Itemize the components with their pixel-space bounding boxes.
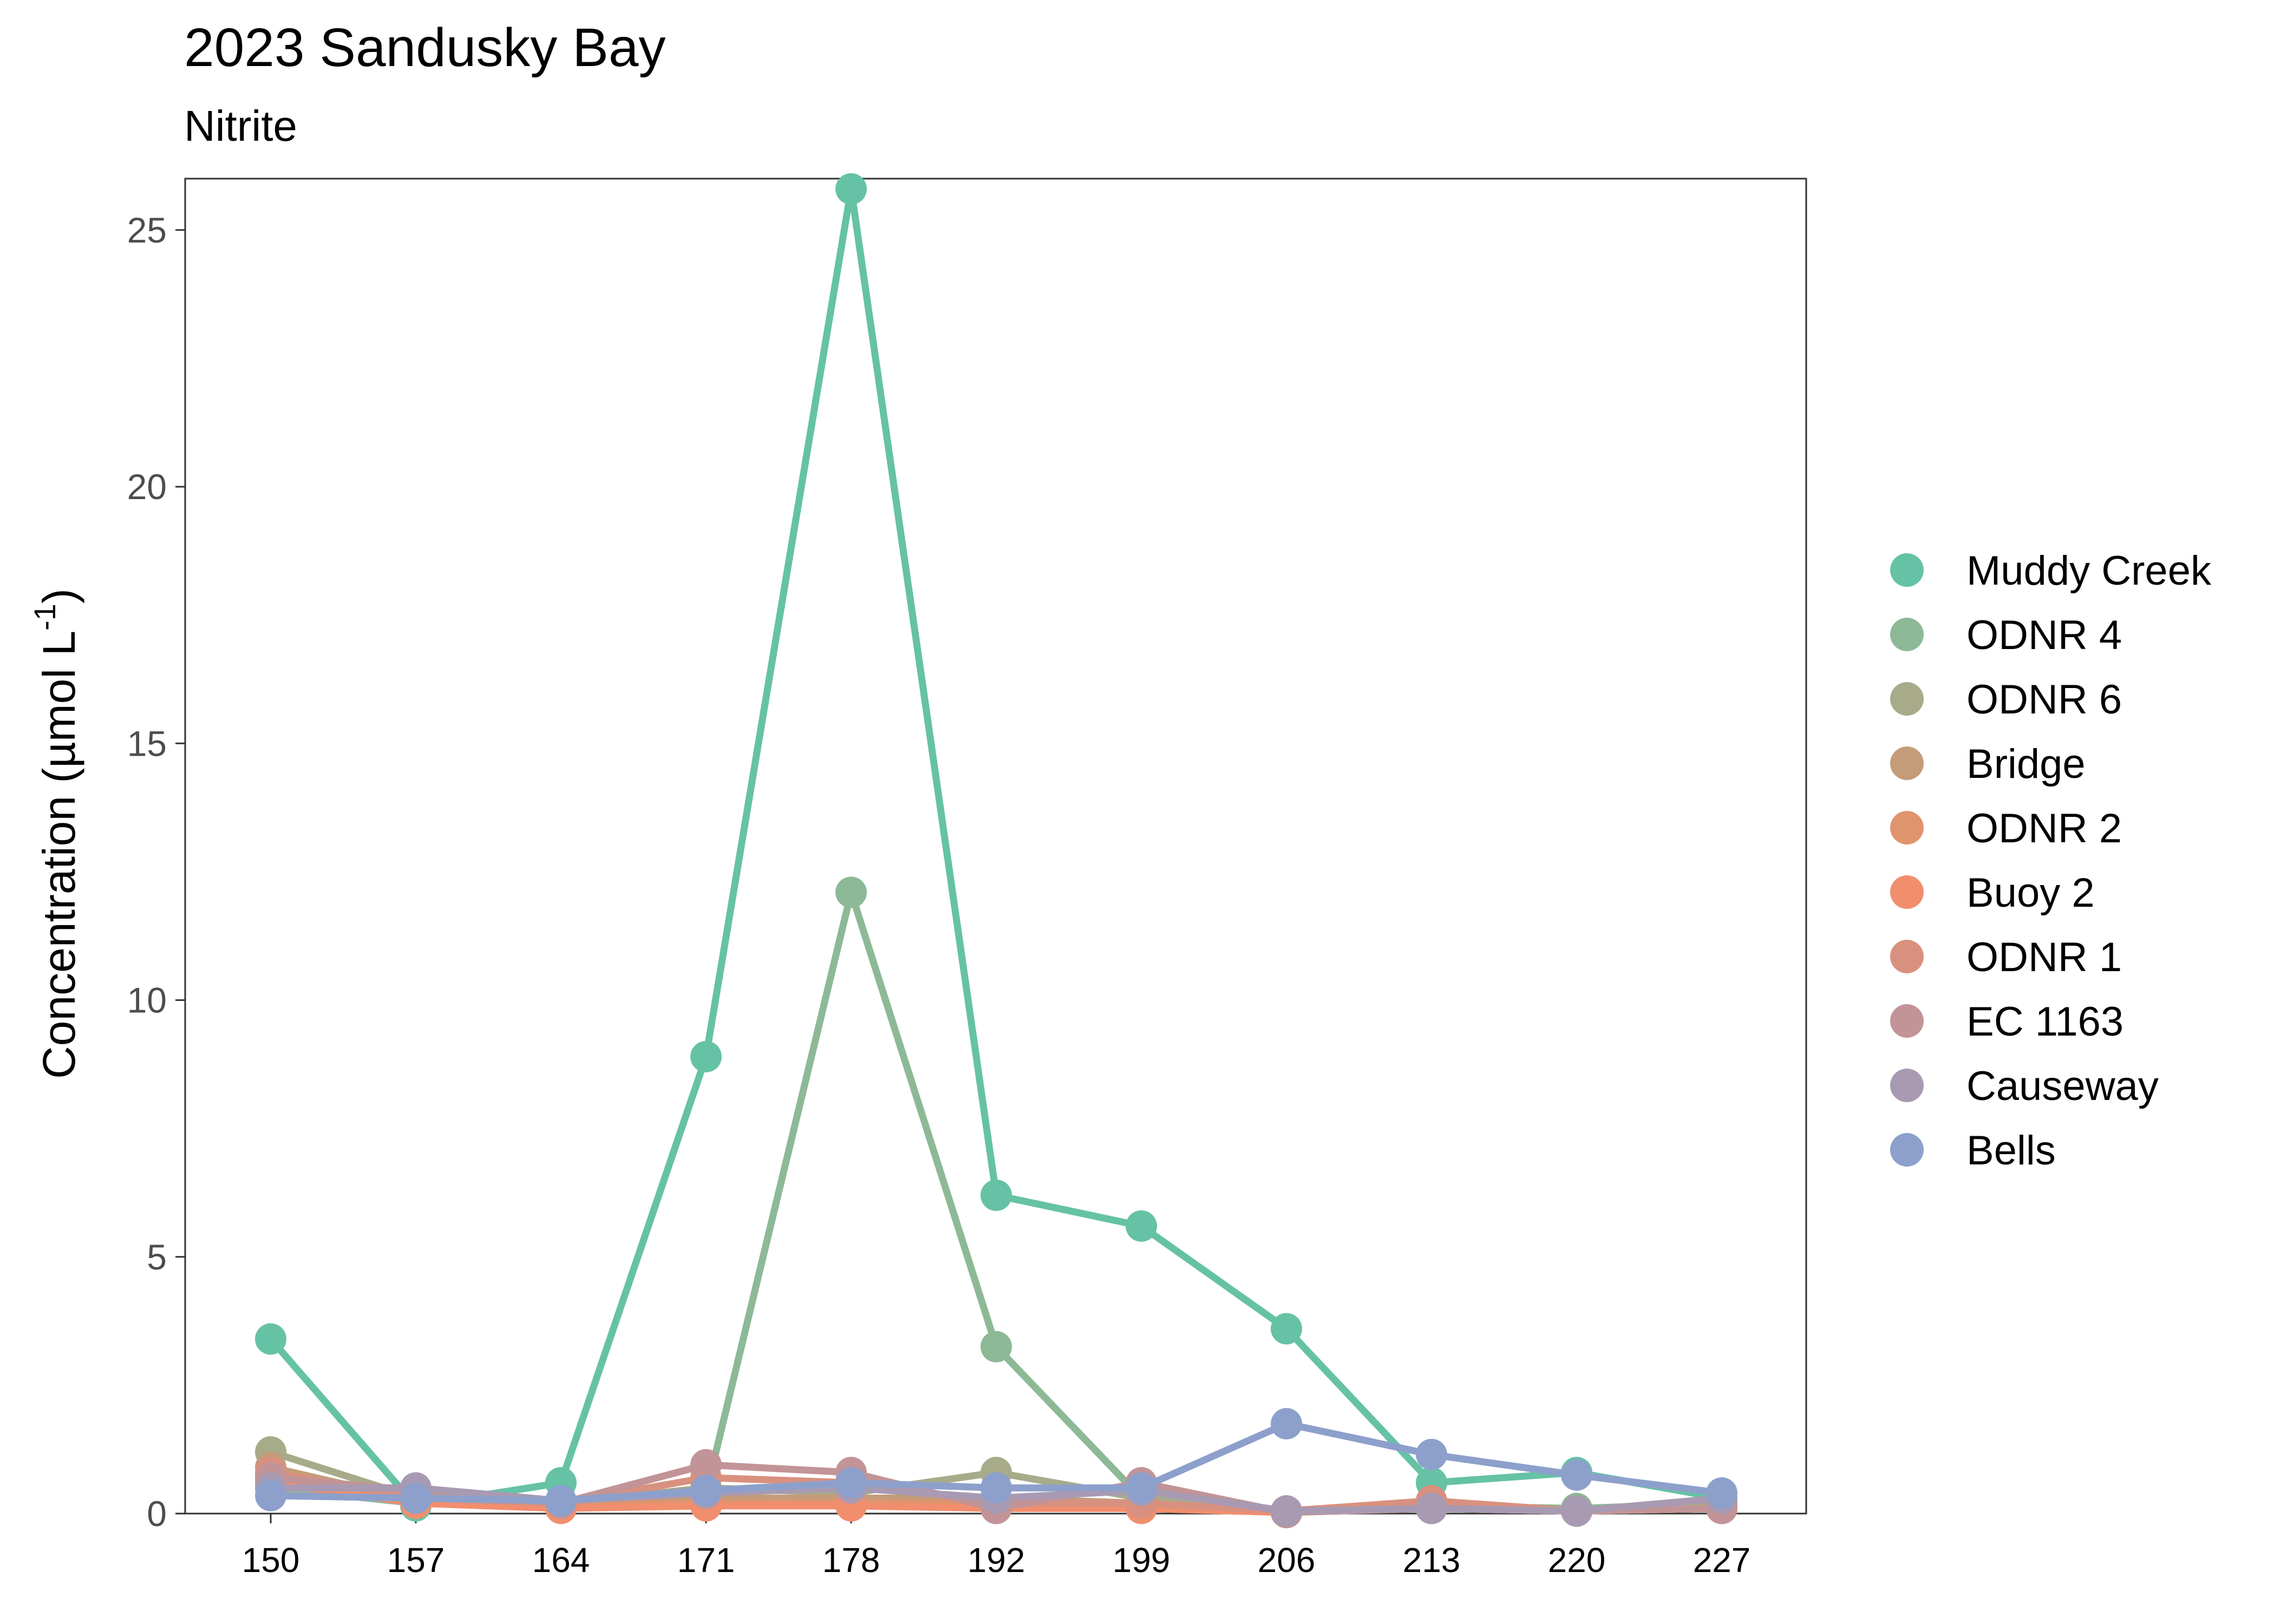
x-tick-label: 150: [242, 1541, 300, 1580]
data-point: [1271, 1408, 1302, 1440]
series-line: [267, 185, 1726, 1510]
y-axis-label: Concentration (µmol L-1): [28, 588, 84, 1079]
data-point: [1126, 1210, 1157, 1242]
y-axis-label-superscript: -1: [28, 604, 62, 631]
data-point: [690, 1475, 722, 1507]
data-point: [1706, 1477, 1737, 1509]
x-tick-label: 164: [532, 1541, 590, 1580]
data-point: [1126, 1472, 1157, 1504]
legend-label: Causeway: [1966, 1063, 2159, 1109]
legend-key: [1890, 875, 1924, 909]
data-point: [1416, 1438, 1447, 1470]
data-point: [1561, 1459, 1592, 1491]
series-muddy-creek: [255, 173, 1737, 1522]
legend-item: Muddy Creek: [1890, 548, 2212, 594]
data-point: [1271, 1495, 1302, 1527]
legend-item: Causeway: [1890, 1063, 2159, 1109]
y-tick-label: 20: [127, 467, 167, 507]
data-point: [981, 1179, 1012, 1211]
data-point: [690, 1040, 722, 1072]
data-point: [690, 1449, 722, 1481]
x-tick-label: 206: [1258, 1541, 1316, 1580]
legend-key: [1890, 1069, 1924, 1102]
legend-key: [1890, 618, 1924, 651]
legend-item: ODNR 2: [1890, 806, 2122, 852]
legend-key: [1890, 1004, 1924, 1038]
legend-item: ODNR 6: [1890, 677, 2122, 723]
legend-key: [1890, 746, 1924, 780]
data-point: [835, 876, 867, 908]
legend-key: [1890, 682, 1924, 716]
data-point: [1561, 1495, 1592, 1527]
legend-key: [1890, 940, 1924, 973]
chart-title: 2023 Sandusky Bay: [184, 17, 666, 78]
plot-area: 0 5 10 15 20 25 150 157 164 171 178 192 199 206 213 220…: [127, 173, 1807, 1580]
y-axis-label-main: Concentration (µmol L: [34, 631, 84, 1079]
x-tick-label: 220: [1548, 1541, 1606, 1580]
series-bells: [255, 1408, 1737, 1517]
legend-label: Bridge: [1966, 741, 2086, 787]
legend-label: EC 1163: [1966, 999, 2123, 1045]
data-point: [835, 173, 867, 205]
panel-border: [184, 178, 1807, 1515]
legend-key: [1890, 553, 1924, 587]
legend-label: Buoy 2: [1966, 870, 2095, 916]
legend-label: Bells: [1966, 1128, 2056, 1174]
x-tick-label: 157: [387, 1541, 445, 1580]
y-axis-label-close: ): [34, 588, 84, 604]
legend-label: Muddy Creek: [1966, 548, 2212, 594]
legend-label: ODNR 2: [1966, 806, 2122, 852]
legend-label: ODNR 4: [1966, 612, 2122, 658]
x-tick-label: 227: [1693, 1541, 1751, 1580]
chart-subtitle: Nitrite: [184, 102, 297, 150]
legend: Muddy Creek ODNR 4 ODNR 6 Bridge ODNR 2 Buoy …: [1890, 548, 2212, 1174]
data-point: [1416, 1492, 1447, 1524]
data-point: [255, 1479, 286, 1511]
legend-item: Bridge: [1890, 741, 2086, 787]
y-tick-label: 15: [127, 723, 167, 763]
data-point: [981, 1472, 1012, 1504]
x-tick-label: 171: [677, 1541, 735, 1580]
x-tick-label: 178: [822, 1541, 880, 1580]
data-point: [255, 1323, 286, 1355]
legend-item: ODNR 4: [1890, 612, 2122, 658]
legend-item: Bells: [1890, 1128, 2056, 1174]
y-tick-label: 0: [147, 1494, 167, 1534]
legend-key: [1890, 1133, 1924, 1167]
legend-item: ODNR 1: [1890, 934, 2122, 980]
data-point: [545, 1485, 577, 1517]
y-tick-label: 25: [127, 210, 167, 250]
y-tick-label: 10: [127, 980, 167, 1020]
x-tick-label: 213: [1403, 1541, 1461, 1580]
legend-item: EC 1163: [1890, 999, 2123, 1045]
legend-label: ODNR 6: [1966, 677, 2122, 723]
x-tick-label: 199: [1113, 1541, 1171, 1580]
data-point: [835, 1467, 867, 1499]
data-point: [400, 1482, 432, 1514]
legend-key: [1890, 811, 1924, 844]
data-point: [1271, 1313, 1302, 1345]
legend-label: ODNR 1: [1966, 934, 2122, 980]
data-point: [981, 1331, 1012, 1363]
x-tick-label: 192: [968, 1541, 1025, 1580]
y-tick-label: 5: [147, 1237, 167, 1277]
svg-text:Concentration (µmol L-1): Concentration (µmol L-1): [28, 588, 84, 1079]
legend-item: Buoy 2: [1890, 870, 2095, 916]
